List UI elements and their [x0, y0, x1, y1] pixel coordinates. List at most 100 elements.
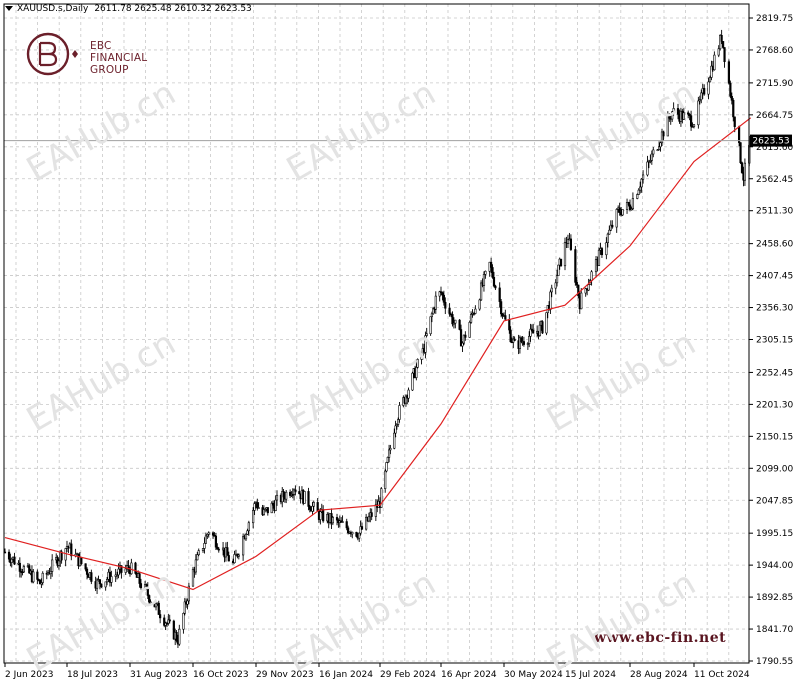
candle-body — [708, 77, 712, 83]
candle-body — [211, 532, 215, 536]
candle-body — [469, 314, 473, 323]
dropdown-triangle-icon[interactable] — [5, 6, 13, 11]
candle-body — [384, 470, 387, 489]
candle-body — [307, 491, 310, 507]
candle-body — [85, 568, 89, 575]
candle-body — [163, 617, 166, 626]
candle-body — [424, 335, 427, 353]
y-tick-label: 2150.15 — [756, 432, 793, 442]
candle-body — [298, 491, 301, 495]
candle-body — [569, 238, 573, 250]
y-tick-label: 2715.90 — [756, 79, 793, 89]
y-tick-label: 1841.70 — [756, 625, 793, 635]
candle-body — [291, 494, 294, 496]
candle-body — [319, 511, 322, 520]
candle-body — [606, 233, 609, 243]
candle-body — [584, 288, 587, 294]
candle-body — [316, 502, 319, 512]
candle-body — [387, 449, 391, 458]
candle-body — [444, 301, 447, 309]
candle-body — [367, 516, 371, 522]
candle-body — [522, 341, 525, 345]
candle-body — [139, 583, 143, 589]
y-tick-label: 2819.75 — [756, 14, 793, 24]
candle-body — [274, 499, 277, 511]
candle-body — [244, 533, 248, 540]
candle-body — [358, 532, 361, 539]
candle-body — [146, 587, 149, 596]
candle-body — [545, 312, 548, 334]
candle-body — [167, 619, 170, 624]
candle-body — [360, 526, 364, 530]
candle-body — [468, 322, 471, 338]
candle-body — [605, 242, 608, 256]
candle-body — [509, 329, 512, 343]
candle-body — [668, 115, 671, 119]
candle-body — [351, 531, 354, 535]
candle-body — [120, 565, 123, 573]
x-tick-label: 31 Aug 2023 — [130, 670, 188, 680]
candle-body — [416, 359, 419, 368]
candle-body — [104, 581, 107, 588]
candle-body — [359, 526, 362, 534]
candle-body — [247, 522, 250, 532]
candle-body — [659, 142, 662, 148]
candle-body — [411, 372, 414, 391]
candle-body — [513, 338, 516, 341]
candle-body — [110, 576, 113, 583]
y-tick-label: 2562.45 — [756, 175, 793, 185]
candle-body — [194, 559, 197, 573]
candle-body — [374, 504, 377, 517]
candle-body — [441, 292, 444, 296]
candle-body — [282, 491, 285, 498]
y-tick-label: 2252.45 — [756, 368, 793, 378]
ohlc-values: 2611.78 2625.48 2610.32 2623.53 — [94, 4, 252, 14]
candle-body — [341, 521, 344, 523]
current-price-tag: 2623.53 — [750, 134, 792, 147]
x-tick-label: 29 Nov 2023 — [256, 670, 314, 680]
candle-body — [494, 285, 497, 289]
candle-body — [124, 568, 127, 573]
candle-body — [530, 328, 533, 331]
candle-body — [84, 563, 87, 570]
brand-line-3: GROUP — [90, 64, 129, 76]
candle-body — [57, 560, 61, 566]
candle-body — [707, 81, 710, 95]
candle-body — [671, 111, 674, 120]
candle-body — [18, 562, 21, 572]
candle-body — [335, 517, 339, 521]
x-axis: 2 Jun 2023 18 Jul 2023 31 Aug 2023 16 Oct 2… — [4, 663, 750, 680]
y-tick-label: 2305.15 — [756, 336, 793, 346]
candle-body — [727, 61, 731, 84]
candle-body — [203, 543, 206, 549]
candle-body — [178, 628, 181, 645]
candle-body — [10, 558, 13, 563]
candle-body — [347, 527, 350, 534]
candle-body — [183, 601, 186, 614]
candle-body — [529, 328, 532, 337]
candle-body — [145, 584, 148, 589]
candle-body — [672, 108, 675, 113]
candle-body — [472, 313, 476, 315]
candle-body — [740, 162, 744, 173]
x-tick-label: 16 Oct 2023 — [193, 670, 249, 680]
x-tick-label: 30 May 2024 — [504, 670, 563, 680]
candle-body — [609, 224, 612, 231]
candle-body — [498, 287, 501, 302]
candle-body — [226, 547, 229, 556]
candle-body — [206, 534, 209, 537]
y-tick-label: 2356.30 — [756, 304, 793, 314]
candle-body — [216, 546, 219, 550]
candle-body — [438, 291, 441, 297]
candle-body — [577, 284, 580, 297]
candle-body — [461, 342, 464, 347]
candle-body — [270, 502, 273, 514]
candle-body — [105, 579, 109, 583]
candle-body — [597, 249, 601, 267]
candle-body — [566, 239, 570, 244]
candle-body — [563, 242, 567, 267]
brand-name: EBC FINANCIAL GROUP — [90, 40, 147, 76]
candle-body — [630, 208, 633, 210]
candle-body — [637, 189, 640, 195]
